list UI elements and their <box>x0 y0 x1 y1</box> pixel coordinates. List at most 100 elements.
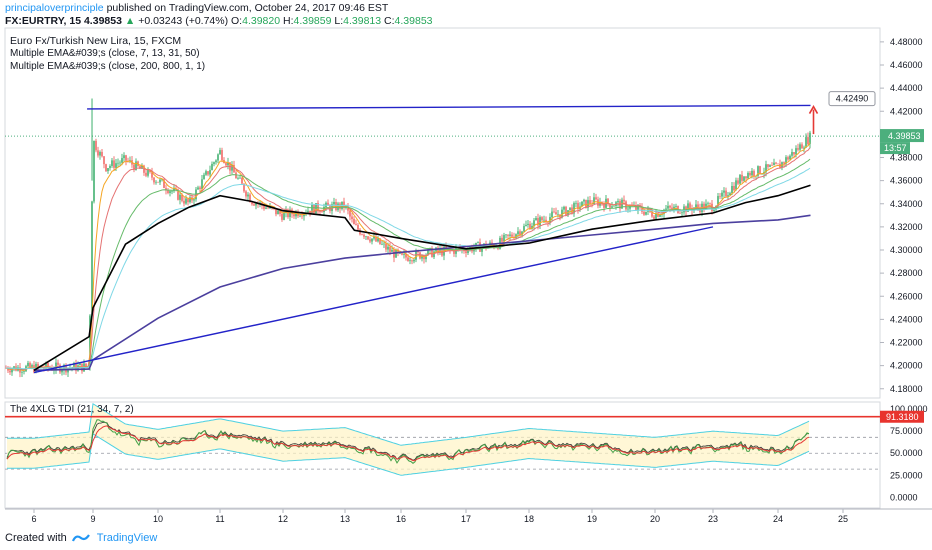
candle-body <box>119 162 121 164</box>
candle-body <box>207 171 209 175</box>
candle-body <box>541 217 543 221</box>
candle-body <box>525 224 527 227</box>
ema-short-line <box>5 158 811 370</box>
candle-body <box>311 204 313 214</box>
candle-body <box>659 214 661 217</box>
candle-body <box>439 248 441 252</box>
candle-body <box>383 243 385 245</box>
candle-body <box>181 194 183 201</box>
candle-body <box>523 226 525 232</box>
candle-body <box>251 202 253 205</box>
candle-body <box>515 234 517 239</box>
time-tick-label: 18 <box>524 514 534 524</box>
candle-body <box>413 259 415 262</box>
time-tick-label: 12 <box>278 514 288 524</box>
candle-body <box>89 315 91 367</box>
ema-legend-2[interactable]: Multiple EMA&#039;s (close, 200, 800, 1,… <box>10 61 206 72</box>
candle-body <box>401 253 403 255</box>
candle-body <box>665 208 667 210</box>
candle-body <box>315 203 317 214</box>
candle-body <box>563 206 565 210</box>
candle-body <box>571 207 573 214</box>
candle-body <box>467 249 469 254</box>
candle-body <box>339 203 341 210</box>
candle-body <box>405 253 407 258</box>
candle-body <box>97 150 99 156</box>
price-tick-label: 4.34000 <box>890 199 923 209</box>
candle-body <box>133 164 135 170</box>
candle-body <box>267 207 269 209</box>
candle-body <box>85 363 87 367</box>
candle-body <box>555 212 557 215</box>
symbol-title: Euro Fx/Turkish New Lira, 15, FXCM <box>10 35 182 47</box>
candle-body <box>247 194 249 197</box>
candle-body <box>249 194 251 203</box>
candle-body <box>749 172 751 176</box>
candle-body <box>277 210 279 215</box>
candle-body <box>9 370 11 373</box>
candle-body <box>765 164 767 173</box>
open-value: 4.39820 <box>242 15 281 27</box>
candle-body <box>773 162 775 166</box>
price-tick-label: 4.26000 <box>890 291 923 301</box>
candle-body <box>505 234 507 236</box>
tdi-level-tag <box>880 410 924 423</box>
candle-body <box>593 197 595 204</box>
candle-body <box>117 162 119 164</box>
candle-body <box>279 210 281 214</box>
ema-legend-1[interactable]: Multiple EMA&#039;s (close, 7, 13, 31, 5… <box>10 48 200 59</box>
candle-body <box>143 165 145 173</box>
candle-body <box>379 238 381 245</box>
candle-body <box>719 196 721 197</box>
candle-body <box>675 205 677 207</box>
candle-body <box>585 199 587 208</box>
candle-body <box>79 363 81 366</box>
candle-body <box>551 211 553 218</box>
ema-short-line <box>5 167 811 370</box>
candle-body <box>569 207 571 211</box>
tdi-legend[interactable]: The 4XLG TDI (21, 34, 7, 2) <box>10 404 134 415</box>
candle-body <box>709 203 711 204</box>
candle-body <box>775 162 777 164</box>
tradingview-brand[interactable]: TradingView <box>96 532 158 544</box>
candle-body <box>29 362 31 368</box>
candle-body <box>657 213 659 217</box>
candle-body <box>535 218 537 221</box>
candle-body <box>301 215 303 217</box>
candle-body <box>231 165 233 171</box>
candle-body <box>643 211 645 215</box>
candle-body <box>161 179 163 181</box>
candle-body <box>655 213 657 219</box>
price-tick-label: 4.42000 <box>890 106 923 116</box>
candle-body <box>743 176 745 181</box>
candle-body <box>681 212 683 214</box>
candle-body <box>21 371 23 373</box>
candle-body <box>537 218 539 226</box>
candle-body <box>549 217 551 223</box>
ema-short-line <box>5 142 811 372</box>
candle-body <box>517 231 519 235</box>
candle-body <box>607 198 609 204</box>
candle-body <box>197 187 199 190</box>
candle-body <box>351 216 353 220</box>
candle-body <box>215 160 217 163</box>
author-link[interactable]: principaloverprinciple <box>5 2 104 14</box>
high-value: 4.39859 <box>293 15 332 27</box>
support-trendline <box>33 226 714 374</box>
candle-body <box>689 203 691 208</box>
candle-body <box>603 203 605 208</box>
footer: Created with TradingView <box>5 532 157 544</box>
candle-body <box>419 252 421 259</box>
candle-body <box>371 238 373 242</box>
candle-body <box>227 162 229 166</box>
candle-body <box>201 179 203 190</box>
candle-body <box>797 148 799 150</box>
candle-body <box>241 177 243 184</box>
candle-body <box>521 231 523 236</box>
candle-body <box>135 161 137 170</box>
candle-body <box>145 172 147 176</box>
low-value: 4.39813 <box>343 15 382 27</box>
candle-body <box>101 151 103 157</box>
candle-body <box>389 246 391 252</box>
